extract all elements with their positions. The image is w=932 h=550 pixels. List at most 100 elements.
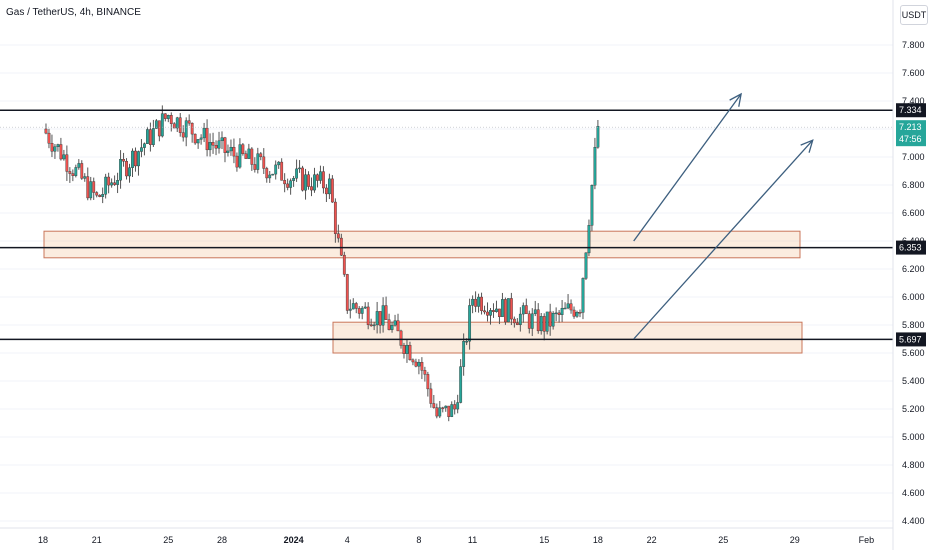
x-tick-label: 18 — [38, 535, 48, 545]
candle-body — [235, 155, 239, 168]
candle-body — [492, 310, 495, 312]
candle-body — [560, 307, 564, 315]
candle-body — [160, 113, 164, 137]
candle-body — [217, 140, 221, 149]
candle-body — [596, 125, 600, 148]
candle-body — [244, 153, 248, 159]
candle-body — [468, 305, 472, 342]
candle-body — [77, 163, 81, 168]
price-zone — [43, 230, 801, 259]
candle-body — [259, 153, 263, 158]
candle-body — [220, 137, 224, 142]
x-tick-label: 2024 — [284, 535, 304, 545]
candle-body — [330, 178, 334, 203]
y-tick-label: 7.600 — [902, 68, 925, 78]
currency-badge[interactable]: USDT — [900, 5, 928, 25]
candle-body — [471, 298, 474, 306]
candle-body — [101, 194, 105, 197]
candle-body — [390, 325, 394, 330]
candle-body — [175, 117, 179, 129]
candle-body — [199, 137, 203, 140]
candle-body — [313, 174, 316, 191]
candle-body — [554, 312, 558, 315]
candle-body — [351, 303, 355, 310]
time-axis[interactable]: 18 21 25 28 2024 4 8 11 15 18 22 25 29 Feb — [38, 535, 874, 545]
candle-body — [581, 278, 585, 313]
y-tick-label: 5.200 — [902, 404, 925, 414]
candle-body — [387, 319, 391, 330]
candle-body — [545, 311, 549, 332]
candle-body — [381, 305, 385, 326]
candle-body — [339, 237, 343, 256]
candle-body — [277, 161, 281, 166]
candle-body — [163, 113, 167, 119]
candle-body — [432, 403, 436, 408]
candle-body — [166, 115, 170, 119]
candle-body — [489, 310, 492, 316]
price-axis[interactable]: 7.8007.6007.4007.2007.0006.8006.6006.400… — [902, 40, 925, 526]
candle-body — [95, 192, 99, 196]
candle-body — [512, 318, 516, 324]
countdown-label: 47:56 — [899, 134, 922, 144]
candle-body — [89, 181, 93, 199]
level-label-bg — [896, 332, 926, 347]
candle-body — [569, 303, 573, 311]
projection-arrow-line — [633, 139, 814, 340]
candle-body — [333, 201, 337, 234]
candle-body — [548, 311, 552, 327]
candle-body — [527, 313, 531, 329]
candle-body — [137, 151, 140, 167]
candle-body — [104, 176, 108, 195]
candle-body — [429, 388, 433, 404]
candle-body — [459, 366, 463, 403]
price-labels: 7.334 6.353 5.697 7.213 47:56 — [896, 103, 926, 347]
candle-body — [154, 120, 158, 129]
candlesticks — [44, 105, 600, 422]
last-price-label: 7.213 — [899, 122, 922, 132]
candle-body — [107, 176, 111, 186]
x-tick-label: 25 — [163, 535, 173, 545]
x-tick-label: 21 — [92, 535, 102, 545]
candle-body — [369, 324, 373, 327]
candle-body — [172, 123, 176, 129]
candle-body — [283, 180, 287, 185]
candle-body — [498, 308, 501, 317]
candle-body — [265, 168, 269, 179]
level-label-bg — [896, 240, 926, 255]
candle-body — [62, 154, 66, 160]
candle-body — [518, 313, 522, 325]
level-label-bg — [896, 103, 926, 118]
candle-body — [322, 171, 325, 189]
candle-body — [521, 305, 525, 315]
x-tick-label: Feb — [859, 535, 875, 545]
candle-body — [250, 148, 254, 165]
projection-arrows — [633, 92, 814, 340]
candle-body — [214, 145, 218, 149]
candle-body — [211, 142, 215, 146]
candle-body — [98, 194, 102, 197]
candle-body — [116, 180, 119, 185]
candle-body — [366, 306, 370, 325]
y-tick-label: 7.000 — [902, 152, 925, 162]
candle-body — [441, 407, 445, 409]
candle-body — [342, 254, 346, 275]
candle-body — [169, 115, 173, 124]
candle-body — [507, 298, 510, 323]
candle-body — [226, 150, 230, 153]
candle-body — [509, 298, 513, 320]
candle-body — [241, 144, 245, 154]
candle-body — [122, 158, 125, 162]
candle-body — [86, 176, 90, 199]
candle-body — [274, 164, 278, 175]
candle-body — [524, 305, 528, 315]
projection-arrow-line — [633, 93, 742, 242]
candle-body — [563, 307, 567, 310]
candle-body — [438, 407, 442, 417]
y-tick-label: 6.600 — [902, 208, 925, 218]
y-tick-label: 7.400 — [902, 96, 925, 106]
candle-body — [447, 405, 451, 417]
candle-body — [426, 374, 430, 390]
candle-body — [295, 168, 298, 179]
candle-body — [417, 362, 421, 367]
